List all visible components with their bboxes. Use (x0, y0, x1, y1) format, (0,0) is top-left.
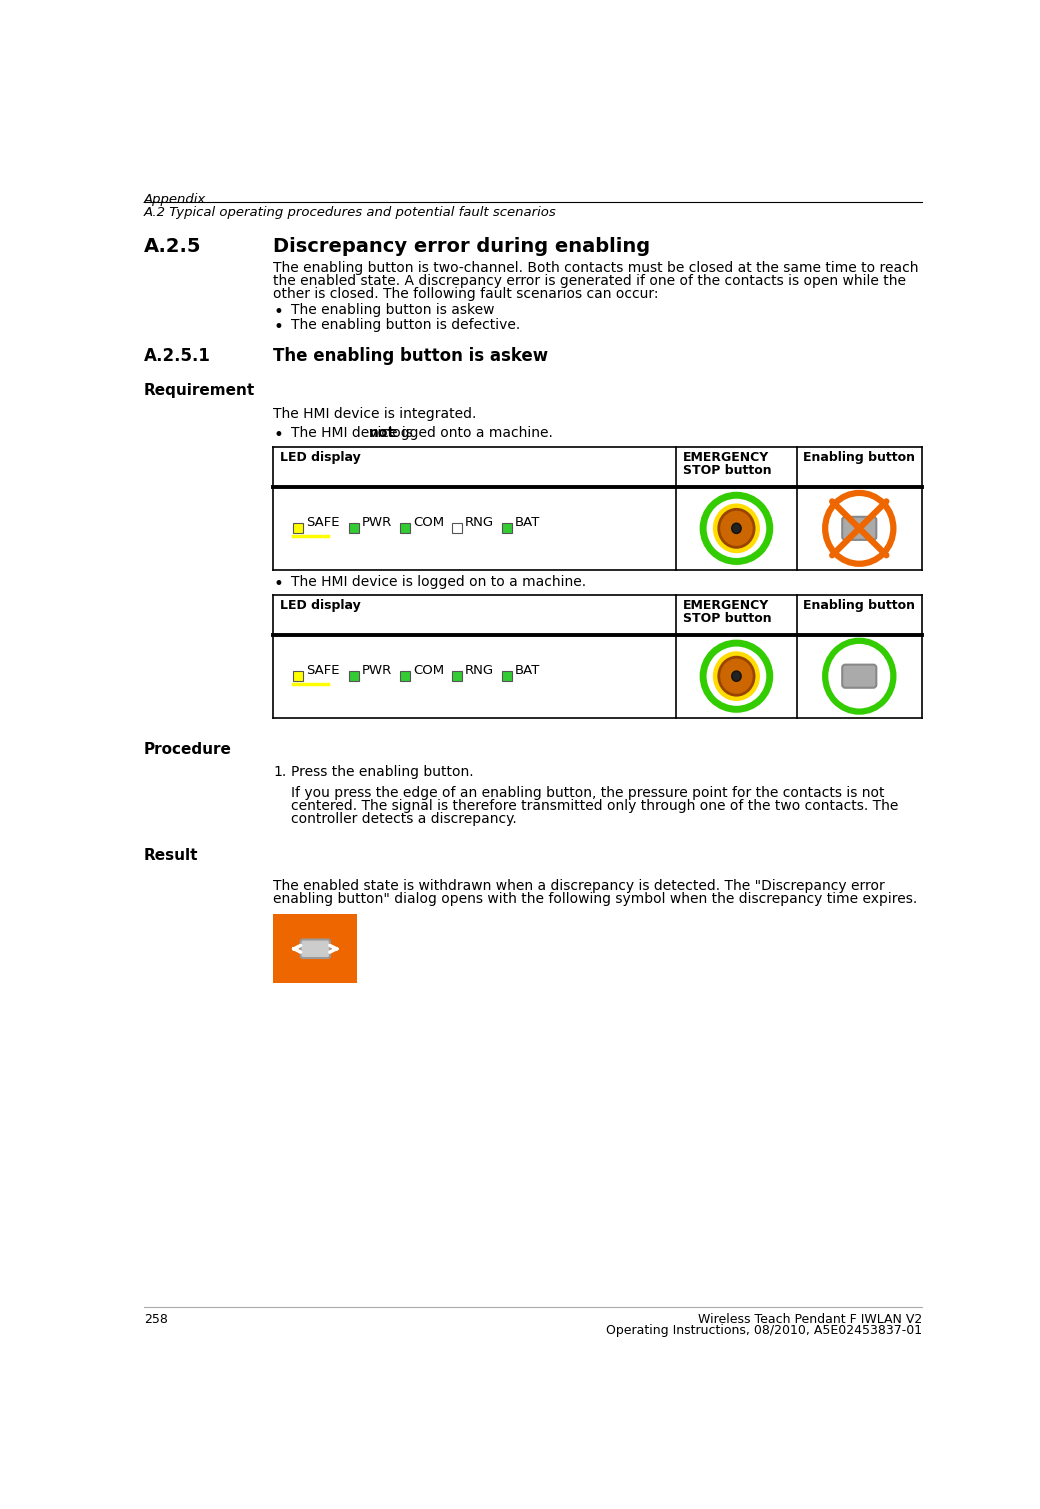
Ellipse shape (712, 504, 760, 554)
Text: The enabling button is askew: The enabling button is askew (274, 347, 548, 365)
Text: The HMI device is: The HMI device is (291, 426, 417, 441)
Text: •: • (274, 318, 283, 337)
Text: The HMI device is integrated.: The HMI device is integrated. (274, 407, 476, 421)
Ellipse shape (732, 524, 742, 534)
Text: 1.: 1. (274, 765, 287, 779)
Text: BAT: BAT (515, 516, 541, 530)
Text: •: • (274, 426, 283, 444)
Bar (502, 672, 512, 681)
Text: COM: COM (413, 664, 444, 678)
Text: The enabling button is defective.: The enabling button is defective. (291, 318, 520, 332)
Bar (399, 672, 410, 681)
Bar (348, 672, 359, 681)
Bar (451, 672, 462, 681)
FancyBboxPatch shape (301, 940, 330, 958)
FancyBboxPatch shape (842, 516, 877, 540)
Text: LED display: LED display (280, 599, 360, 613)
Bar (502, 524, 512, 533)
Bar (274, 914, 357, 984)
Text: EMERGENCY: EMERGENCY (682, 599, 769, 613)
Text: Wireless Teach Pendant F IWLAN V2: Wireless Teach Pendant F IWLAN V2 (698, 1313, 922, 1326)
Text: Discrepancy error during enabling: Discrepancy error during enabling (274, 237, 650, 255)
Ellipse shape (712, 652, 760, 702)
Text: The enabling button is two-channel. Both contacts must be closed at the same tim: The enabling button is two-channel. Both… (274, 261, 919, 275)
Bar (399, 524, 410, 533)
Ellipse shape (732, 672, 742, 681)
Text: BAT: BAT (515, 664, 541, 678)
Text: The HMI device is logged on to a machine.: The HMI device is logged on to a machine… (291, 575, 587, 590)
Text: A.2.5.1: A.2.5.1 (144, 347, 211, 365)
Text: centered. The signal is therefore transmitted only through one of the two contac: centered. The signal is therefore transm… (291, 798, 899, 813)
Text: LED display: LED display (280, 451, 360, 465)
Text: •: • (274, 303, 283, 321)
Text: EMERGENCY: EMERGENCY (682, 451, 769, 465)
Ellipse shape (719, 510, 754, 548)
Text: If you press the edge of an enabling button, the pressure point for the contacts: If you press the edge of an enabling but… (291, 786, 885, 800)
Text: Press the enabling button.: Press the enabling button. (291, 765, 474, 779)
Text: logged onto a machine.: logged onto a machine. (385, 426, 553, 441)
Text: •: • (274, 575, 283, 593)
Text: Appendix: Appendix (144, 193, 206, 207)
Text: The enabled state is withdrawn when a discrepancy is detected. The "Discrepancy : The enabled state is withdrawn when a di… (274, 878, 885, 893)
Text: RNG: RNG (465, 664, 494, 678)
Text: 258: 258 (144, 1313, 167, 1326)
Text: RNG: RNG (465, 516, 494, 530)
Text: A.2.5: A.2.5 (144, 237, 202, 255)
Bar (348, 524, 359, 533)
Text: not: not (368, 426, 395, 441)
Bar (451, 524, 462, 533)
Text: STOP button: STOP button (682, 611, 772, 625)
Bar (292, 672, 303, 681)
Text: Operating Instructions, 08/2010, A5E02453837-01: Operating Instructions, 08/2010, A5E0245… (606, 1323, 922, 1337)
Text: Requirement: Requirement (144, 383, 255, 398)
Text: enabling button" dialog opens with the following symbol when the discrepancy tim: enabling button" dialog opens with the f… (274, 892, 917, 905)
Text: The enabling button is askew: The enabling button is askew (291, 303, 495, 317)
Text: PWR: PWR (362, 516, 392, 530)
Text: Enabling button: Enabling button (803, 451, 915, 465)
Text: STOP button: STOP button (682, 463, 772, 477)
Text: SAFE: SAFE (306, 664, 339, 678)
Text: COM: COM (413, 516, 444, 530)
Bar (292, 524, 303, 533)
Text: PWR: PWR (362, 664, 392, 678)
Text: Procedure: Procedure (144, 741, 232, 756)
Text: the enabled state. A discrepancy error is generated if one of the contacts is op: the enabled state. A discrepancy error i… (274, 275, 907, 288)
Text: Enabling button: Enabling button (803, 599, 915, 613)
Text: SAFE: SAFE (306, 516, 339, 530)
FancyBboxPatch shape (842, 664, 877, 688)
Text: controller detects a discrepancy.: controller detects a discrepancy. (291, 812, 517, 825)
Text: other is closed. The following fault scenarios can occur:: other is closed. The following fault sce… (274, 287, 659, 302)
Text: Result: Result (144, 848, 199, 863)
Ellipse shape (719, 658, 754, 696)
Text: A.2 Typical operating procedures and potential fault scenarios: A.2 Typical operating procedures and pot… (144, 205, 556, 219)
